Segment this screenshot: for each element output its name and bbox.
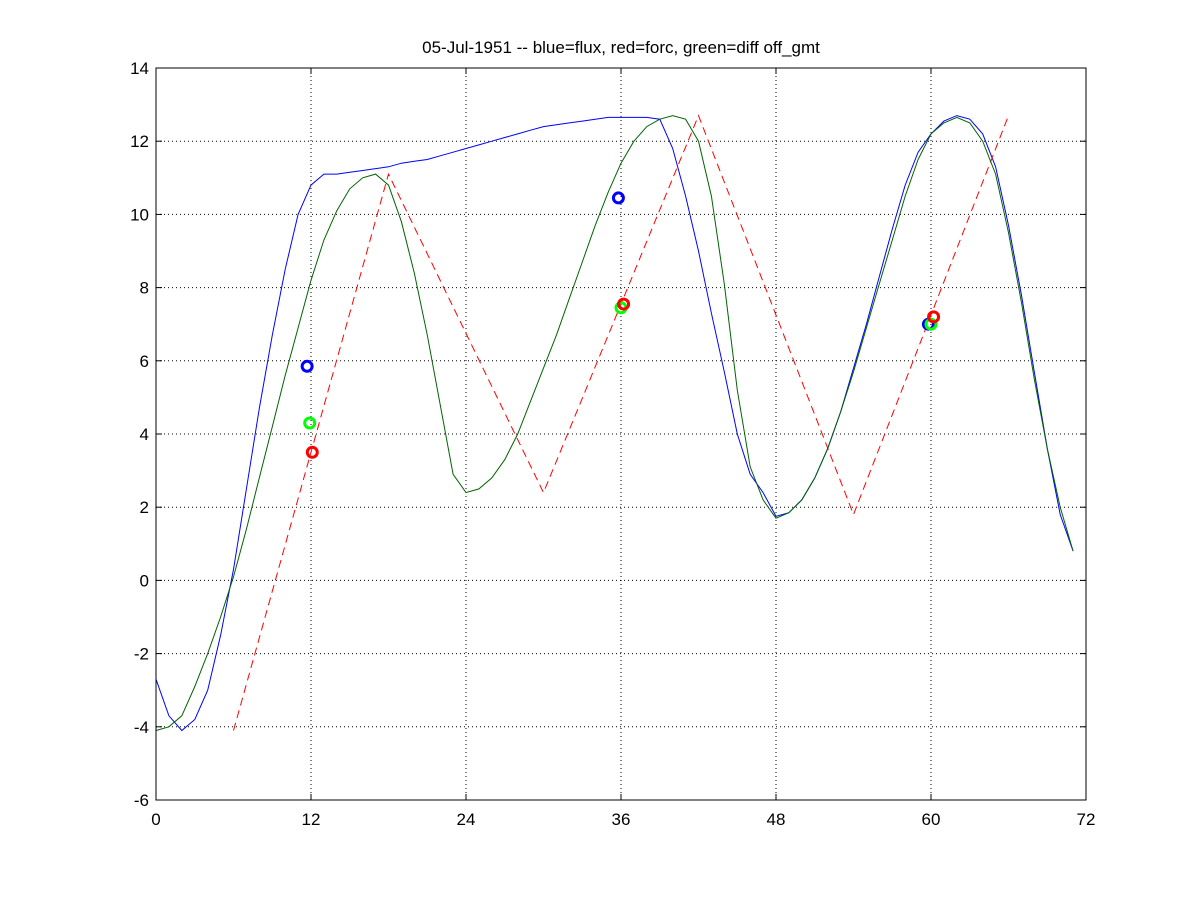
circle-marker xyxy=(303,416,317,430)
y-tick-label: 10 xyxy=(130,205,149,224)
x-tick-label: 48 xyxy=(767,810,786,829)
y-tick-label: -6 xyxy=(134,791,149,810)
y-tick-label: -2 xyxy=(134,645,149,664)
y-tick-label: 4 xyxy=(140,425,149,444)
x-tick-label: 24 xyxy=(457,810,476,829)
y-tick-label: 12 xyxy=(130,132,149,151)
series-line-1 xyxy=(155,115,1074,732)
axes-frame xyxy=(155,67,1087,801)
circle-marker xyxy=(617,297,631,311)
grid xyxy=(156,68,1086,800)
circle-marker xyxy=(611,191,625,205)
y-tick-label: 0 xyxy=(140,571,149,590)
x-tick-label: 0 xyxy=(151,810,160,829)
circle-marker xyxy=(924,317,938,331)
y-tick-label: -4 xyxy=(134,718,149,737)
circle-marker xyxy=(927,310,941,324)
x-tick-label: 60 xyxy=(922,810,941,829)
y-tick-label: 14 xyxy=(130,59,149,78)
circle-marker xyxy=(300,359,314,373)
circle-marker xyxy=(305,445,319,459)
series-line-3 xyxy=(155,115,1074,731)
markers xyxy=(300,191,941,459)
x-tick-label: 12 xyxy=(302,810,321,829)
y-tick-label: 2 xyxy=(140,498,149,517)
y-tick-label: 8 xyxy=(140,279,149,298)
y-tick-label: 6 xyxy=(140,352,149,371)
chart-title: 05-Jul-1951 -- blue=flux, red=forc, gree… xyxy=(422,38,820,57)
x-tick-label: 36 xyxy=(612,810,631,829)
x-tick-label: 72 xyxy=(1077,810,1096,829)
